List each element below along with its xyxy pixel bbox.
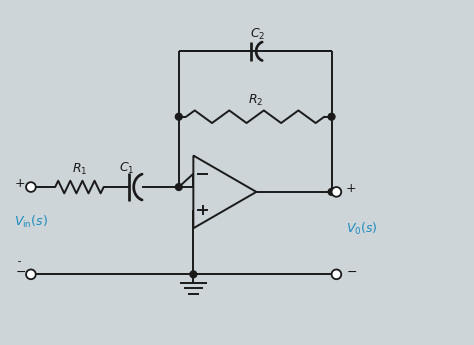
Circle shape bbox=[175, 184, 182, 190]
Text: $V_{\rm in}(s)$: $V_{\rm in}(s)$ bbox=[14, 214, 48, 230]
Circle shape bbox=[175, 114, 182, 120]
Circle shape bbox=[331, 269, 341, 279]
Text: $C_1$: $C_1$ bbox=[118, 161, 134, 176]
Text: $V_0(s)$: $V_0(s)$ bbox=[346, 221, 378, 237]
Text: $-$: $-$ bbox=[346, 264, 357, 277]
Circle shape bbox=[331, 187, 341, 197]
Circle shape bbox=[328, 188, 335, 195]
Text: $\bar{\ }$: $\bar{\ }$ bbox=[18, 256, 23, 266]
Text: +: + bbox=[346, 182, 357, 195]
Text: +: + bbox=[15, 177, 26, 190]
Text: $C_2$: $C_2$ bbox=[250, 27, 265, 41]
Text: $-$: $-$ bbox=[15, 264, 26, 277]
Text: $R_2$: $R_2$ bbox=[247, 93, 263, 108]
Text: $R_1$: $R_1$ bbox=[72, 162, 87, 177]
Circle shape bbox=[190, 271, 197, 278]
Circle shape bbox=[26, 269, 36, 279]
Circle shape bbox=[328, 114, 335, 120]
Circle shape bbox=[26, 182, 36, 192]
